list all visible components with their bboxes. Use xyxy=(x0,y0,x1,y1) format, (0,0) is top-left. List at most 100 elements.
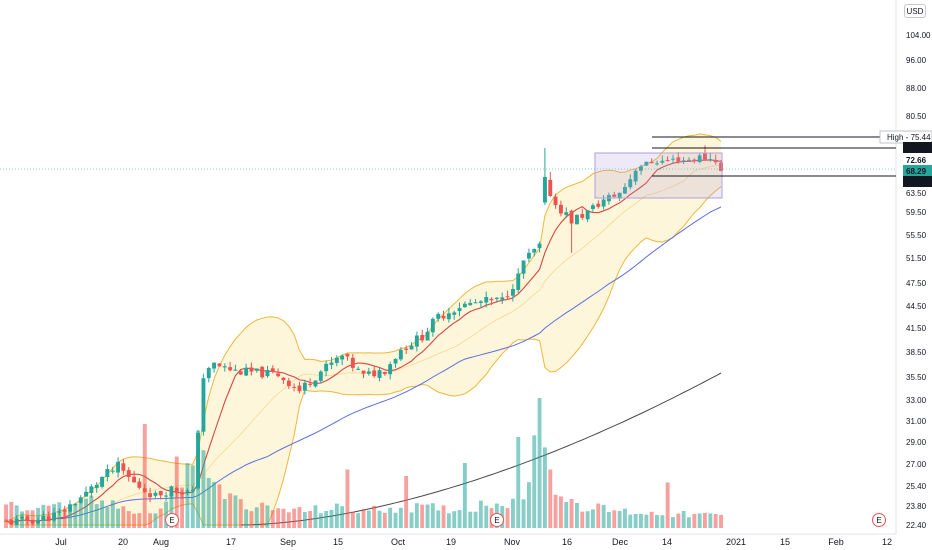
candle-body xyxy=(366,371,371,374)
volume-bar xyxy=(601,504,606,528)
candle-body xyxy=(201,378,206,432)
volume-bar xyxy=(313,505,318,528)
price-tick-label: 41.50 xyxy=(906,324,927,333)
volume-bar xyxy=(468,511,473,528)
volume-bar xyxy=(516,437,521,528)
candle-body xyxy=(639,166,643,171)
candle-body xyxy=(4,520,8,522)
time-tick-label: Jul xyxy=(55,537,67,547)
volume-bar xyxy=(607,512,611,528)
candle-body xyxy=(89,486,94,493)
volume-bar xyxy=(719,514,723,528)
volume-bar xyxy=(30,510,35,528)
candle-body xyxy=(511,289,515,296)
earnings-marker-icon xyxy=(490,513,504,527)
time-tick-label: Oct xyxy=(391,537,406,547)
volume-bar xyxy=(297,507,302,528)
volume-bar xyxy=(511,498,515,528)
candle-body xyxy=(244,367,249,376)
volume-bar xyxy=(708,513,713,528)
volume-bar xyxy=(564,502,569,528)
volume-bar xyxy=(425,504,430,528)
candle-body xyxy=(681,160,686,162)
candles xyxy=(4,145,723,525)
candle-body xyxy=(169,486,174,497)
price-tick-label: 29.00 xyxy=(906,438,927,447)
price-tick-label: 33.00 xyxy=(906,396,927,405)
candle-body xyxy=(100,476,104,487)
volume-bar xyxy=(137,513,142,528)
candle-body xyxy=(575,214,579,225)
candle-body xyxy=(25,516,30,521)
price-tick-label: 59.50 xyxy=(906,208,927,217)
volume-bar xyxy=(105,507,110,528)
candle-body xyxy=(457,308,462,312)
candle-body xyxy=(548,179,553,196)
candle-body xyxy=(356,368,361,370)
volume-bar xyxy=(687,517,691,528)
volume-bar xyxy=(126,511,131,528)
volume-bar xyxy=(430,503,435,528)
price-tick-label: 63.50 xyxy=(906,189,927,198)
volume-bar xyxy=(505,508,510,528)
volume-bar xyxy=(238,499,243,528)
volume-bar xyxy=(345,469,350,528)
volume-bar xyxy=(681,511,686,528)
candle-body xyxy=(708,159,713,161)
candle-body xyxy=(494,297,499,299)
time-tick-label: Aug xyxy=(153,537,169,547)
volume-bar xyxy=(676,513,681,528)
volume-bar xyxy=(548,469,553,528)
price-tick-label: 51.50 xyxy=(906,254,927,263)
candle-body xyxy=(41,516,46,521)
candle-body xyxy=(249,367,254,372)
volume-bar xyxy=(329,509,334,528)
candle-body xyxy=(116,461,120,473)
bollinger-fill xyxy=(6,133,721,525)
support-tag-label: 66.83 xyxy=(906,178,927,187)
candle-body xyxy=(185,490,190,493)
volume-bar xyxy=(249,511,254,528)
candle-body xyxy=(73,504,78,506)
candle-body xyxy=(703,153,707,160)
candle-body xyxy=(126,470,131,477)
candle-body xyxy=(302,382,307,391)
candle-body xyxy=(500,297,505,300)
candle-body xyxy=(110,470,115,472)
candle-body xyxy=(132,476,136,483)
candle-body xyxy=(180,493,184,495)
candle-body xyxy=(671,158,675,160)
price-tick-label: 55.50 xyxy=(906,231,927,240)
candle-body xyxy=(94,484,99,489)
candle-body xyxy=(52,512,56,521)
volume-bar xyxy=(612,510,617,528)
price-tick-label: 23.80 xyxy=(906,502,927,511)
candle-body xyxy=(596,203,601,207)
candle-body xyxy=(585,210,590,220)
volume-bar xyxy=(190,465,195,528)
volume-bar xyxy=(713,514,718,528)
candle-body xyxy=(532,249,537,253)
candle-body xyxy=(521,260,526,274)
candle-body xyxy=(543,177,547,203)
volume-bar xyxy=(649,511,654,528)
candle-body xyxy=(105,469,110,477)
candle-body xyxy=(20,516,24,519)
volume-bar xyxy=(110,500,115,528)
candle-body xyxy=(644,161,649,166)
candle-body xyxy=(68,504,72,512)
candle-body xyxy=(174,487,179,492)
volume-bar xyxy=(398,507,403,528)
last-price-tag-label: 68.29 xyxy=(906,167,927,176)
currency-selector[interactable]: USD xyxy=(904,4,926,18)
candle-body xyxy=(158,491,163,496)
time-axis[interactable]: Jul 20 Aug 17 Sep 15 Oct 19 Nov 16 Dec 14 2021 15 Feb 1… xyxy=(55,537,892,547)
time-tick-label: Feb xyxy=(828,537,844,547)
earnings-marker-icon xyxy=(872,513,886,527)
price-axis[interactable]: 104.00 96.00 88.00 80.50 63.50 59.50 55.50 51.5… xyxy=(906,31,931,530)
volume-bar xyxy=(153,513,158,528)
volume-bar xyxy=(158,508,163,528)
candle-body xyxy=(388,364,393,375)
